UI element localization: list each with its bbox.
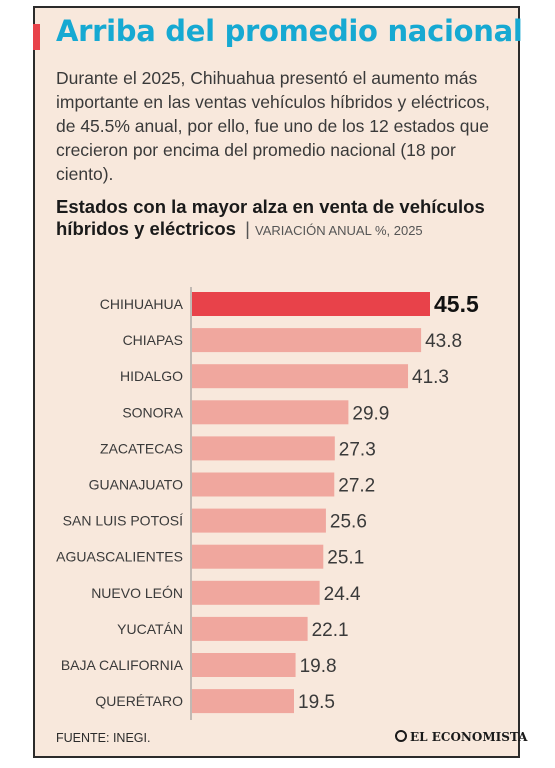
category-label: YUCATÁN <box>117 621 183 637</box>
brand-logo: EL ECONOMISTA <box>395 730 527 744</box>
intro-paragraph: Durante el 2025, Chihuahua presentó el a… <box>56 68 490 184</box>
chart-subtitle-unit: VARIACIÓN ANUAL %, 2025 <box>255 223 423 238</box>
bar-9 <box>192 616 308 641</box>
bar-10 <box>192 653 296 677</box>
category-label: GUANAJUATO <box>89 477 183 493</box>
category-label: SAN LUIS POTOSÍ <box>63 513 183 529</box>
value-label: 19.8 <box>300 656 337 677</box>
chart-subtitle-main: Estados con la mayor alza en venta de ve… <box>56 196 485 239</box>
value-label: 27.3 <box>339 439 376 460</box>
page-title: Arriba del promedio nacional <box>56 14 523 48</box>
value-label: 25.6 <box>330 512 367 533</box>
bar-7 <box>192 544 324 569</box>
bar-6 <box>192 508 326 533</box>
category-label: CHIHUAHUA <box>100 296 184 312</box>
value-label: 27.2 <box>338 476 375 497</box>
category-label: CHIAPAS <box>123 332 183 348</box>
source-note: FUENTE: INEGI. <box>56 731 151 745</box>
title-accent-bar <box>33 24 40 50</box>
value-label: 29.9 <box>352 403 389 424</box>
value-label: 43.8 <box>425 331 462 352</box>
brand-name: EL ECONOMISTA <box>410 730 528 744</box>
bar-5 <box>192 472 335 497</box>
value-label: 41.3 <box>412 367 449 388</box>
bar-8 <box>192 580 320 605</box>
category-label: AGUASCALIENTES <box>56 549 183 565</box>
value-label: 45.5 <box>434 291 479 317</box>
bar-0 <box>192 292 430 316</box>
category-label: QUERÉTARO <box>95 693 183 709</box>
bar-11 <box>192 689 294 714</box>
bar-1 <box>192 328 422 353</box>
value-label: 24.4 <box>324 584 361 605</box>
bar-3 <box>192 400 349 425</box>
chart-subtitle: Estados con la mayor alza en venta de ve… <box>56 196 506 242</box>
category-label: HIDALGO <box>120 368 183 384</box>
chart-subtitle-separator: | <box>245 218 250 239</box>
category-label: NUEVO LEÓN <box>91 585 183 601</box>
category-label: BAJA CALIFORNIA <box>61 657 184 673</box>
value-label: 19.5 <box>298 692 335 713</box>
category-label: SONORA <box>122 404 183 420</box>
value-label: 25.1 <box>327 548 364 569</box>
bar-4 <box>192 436 335 461</box>
bar-2 <box>192 364 409 389</box>
value-label: 22.1 <box>312 620 349 641</box>
category-label: ZACATECAS <box>100 440 183 456</box>
brand-icon <box>395 730 407 742</box>
